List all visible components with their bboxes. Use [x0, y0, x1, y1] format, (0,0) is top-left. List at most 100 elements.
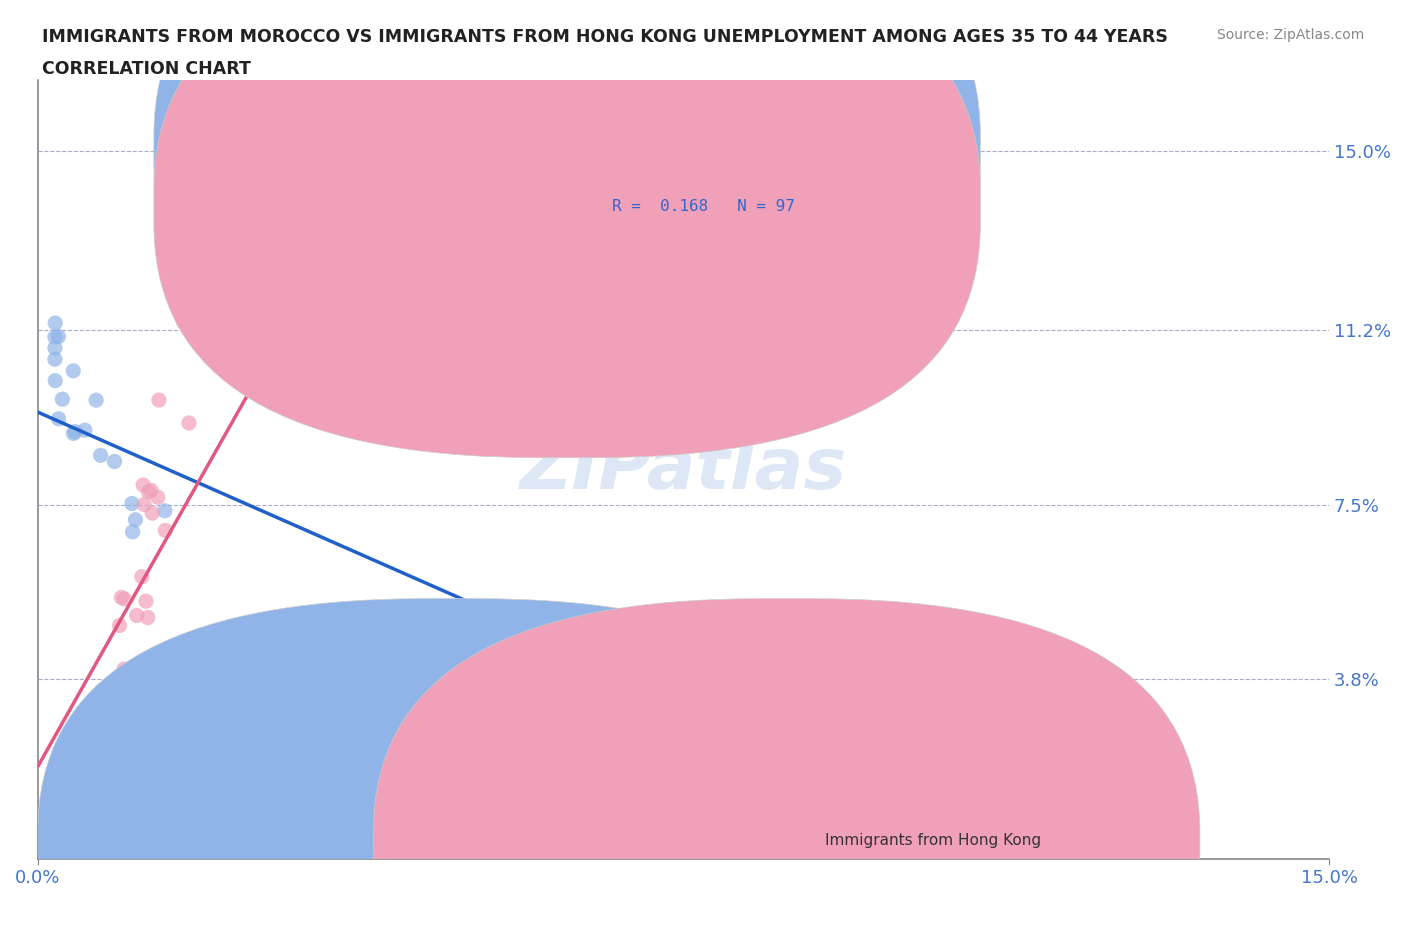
- Point: [685, 120, 707, 135]
- Point: [39, 828, 62, 843]
- Point: [200, 237, 222, 252]
- Point: [229, 120, 252, 135]
- Point: [396, 120, 419, 135]
- Point: [155, 523, 177, 538]
- Point: [82, 719, 104, 734]
- Point: [112, 662, 135, 677]
- Point: [184, 146, 207, 161]
- Point: [48, 411, 70, 426]
- Point: [249, 120, 271, 135]
- Point: [134, 497, 156, 512]
- Point: [219, 120, 242, 135]
- Point: [51, 828, 73, 843]
- Point: [377, 120, 399, 135]
- Point: [697, 120, 720, 135]
- Point: [63, 424, 86, 439]
- Point: [121, 525, 143, 539]
- FancyBboxPatch shape: [153, 0, 980, 404]
- Point: [69, 828, 91, 843]
- Point: [44, 352, 66, 366]
- Point: [38, 828, 60, 843]
- Point: [141, 506, 163, 521]
- Point: [31, 828, 53, 843]
- Point: [235, 757, 257, 772]
- Point: [153, 503, 176, 518]
- Point: [84, 728, 107, 743]
- Point: [28, 828, 51, 843]
- Point: [332, 120, 354, 135]
- Point: [229, 205, 252, 219]
- Point: [103, 454, 125, 469]
- Point: [84, 392, 107, 407]
- Point: [79, 828, 101, 843]
- Point: [59, 828, 82, 843]
- Point: [146, 490, 169, 505]
- Point: [44, 373, 66, 388]
- Text: R =  0.168   N = 97: R = 0.168 N = 97: [613, 199, 796, 214]
- Point: [121, 496, 143, 511]
- Text: Source: ZipAtlas.com: Source: ZipAtlas.com: [1216, 28, 1364, 42]
- Point: [112, 591, 135, 606]
- Point: [38, 828, 60, 843]
- Point: [579, 120, 602, 135]
- Point: [46, 828, 69, 843]
- Point: [87, 764, 110, 779]
- Point: [388, 757, 411, 772]
- Point: [53, 828, 76, 843]
- Point: [337, 757, 360, 772]
- Point: [72, 828, 94, 843]
- Point: [536, 120, 558, 135]
- Point: [211, 670, 233, 684]
- Point: [344, 120, 367, 135]
- Point: [44, 340, 66, 355]
- Point: [245, 120, 267, 135]
- Point: [139, 483, 162, 498]
- Point: [27, 828, 49, 843]
- Point: [35, 828, 58, 843]
- Point: [1146, 757, 1168, 772]
- Point: [254, 120, 277, 135]
- Point: [62, 364, 84, 379]
- Point: [215, 120, 238, 135]
- Point: [51, 392, 73, 406]
- Point: [283, 120, 305, 135]
- FancyBboxPatch shape: [374, 599, 1199, 930]
- Point: [132, 477, 155, 492]
- Point: [96, 689, 118, 704]
- Point: [70, 828, 93, 843]
- Point: [125, 608, 148, 623]
- Point: [84, 710, 107, 724]
- Point: [86, 828, 108, 843]
- Point: [80, 828, 103, 843]
- Point: [217, 128, 239, 143]
- FancyBboxPatch shape: [502, 100, 915, 267]
- FancyBboxPatch shape: [153, 0, 980, 458]
- Point: [110, 590, 132, 604]
- Point: [90, 791, 112, 806]
- Point: [89, 788, 111, 803]
- Point: [62, 426, 84, 441]
- Point: [181, 214, 204, 229]
- Text: ZIPatlas: ZIPatlas: [520, 435, 846, 504]
- Point: [69, 782, 91, 797]
- Point: [291, 120, 314, 135]
- Point: [45, 828, 67, 843]
- Point: [437, 120, 460, 135]
- Point: [87, 732, 110, 747]
- Point: [181, 272, 204, 286]
- Point: [198, 261, 221, 276]
- Point: [69, 792, 91, 807]
- Point: [32, 828, 55, 843]
- Point: [73, 423, 96, 438]
- Point: [470, 120, 492, 135]
- Point: [66, 828, 89, 843]
- Point: [256, 120, 278, 135]
- Point: [278, 120, 301, 135]
- Text: R = -0.081   N = 26: R = -0.081 N = 26: [613, 144, 796, 159]
- Point: [60, 828, 83, 843]
- Point: [267, 341, 290, 356]
- Point: [177, 416, 200, 431]
- Point: [254, 120, 277, 135]
- Point: [135, 593, 157, 608]
- Point: [373, 120, 395, 135]
